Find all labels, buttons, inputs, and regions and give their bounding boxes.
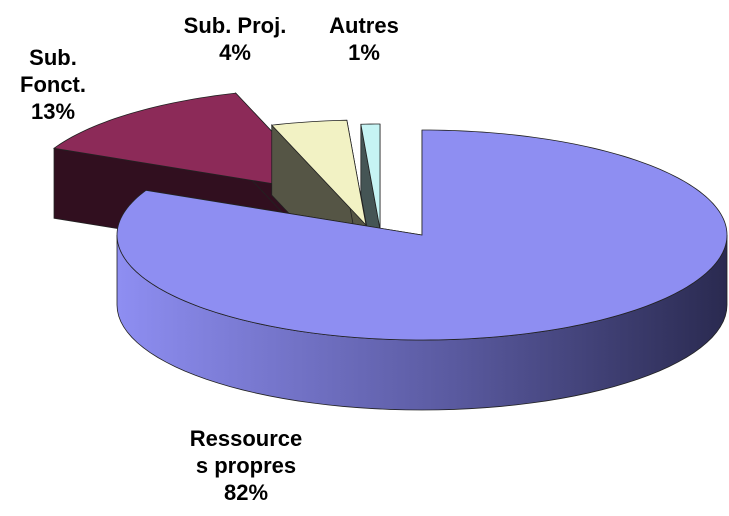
- category-label: Sub. Proj.: [183, 13, 287, 38]
- slice-label: Sub. Proj. 4%: [155, 12, 315, 66]
- slice: [52, 92, 332, 194]
- value-label: 82%: [223, 480, 269, 505]
- slice-label: Autres 1%: [308, 12, 420, 66]
- value-label: 4%: [219, 40, 251, 65]
- slice: [270, 119, 367, 227]
- value-label: 13%: [30, 99, 76, 124]
- category-label: Autres: [329, 13, 399, 38]
- slice: [116, 129, 728, 341]
- slice: [360, 123, 381, 230]
- slice-label: Ressources propres 82%: [172, 425, 320, 506]
- value-label: 1%: [348, 40, 380, 65]
- category-label: Ressources propres: [189, 426, 303, 478]
- category-label: Sub. Fonct.: [20, 45, 86, 97]
- slice-label: Sub. Fonct. 13%: [8, 44, 98, 125]
